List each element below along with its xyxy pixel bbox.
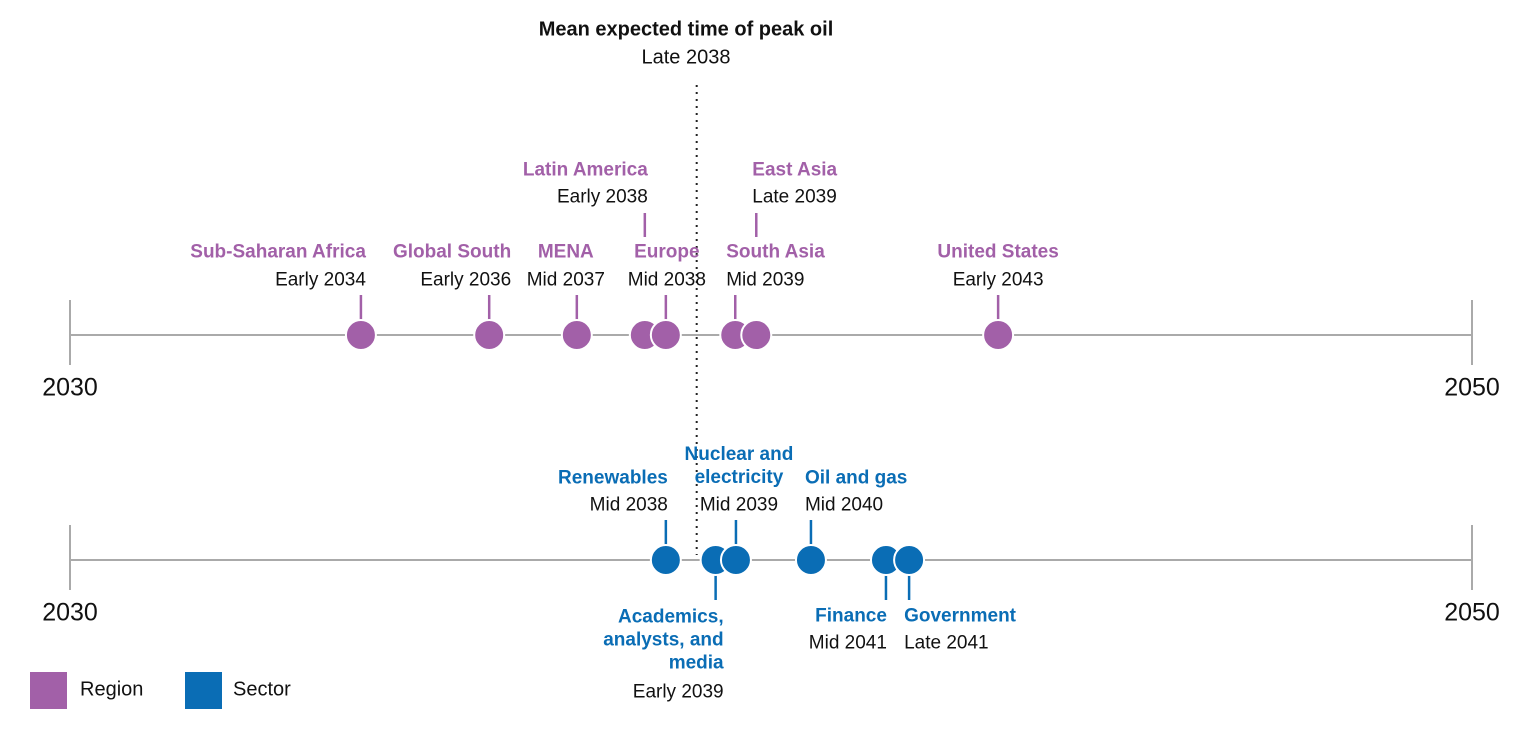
x-tick-label: 2050 [1444, 598, 1500, 627]
reference-title: Mean expected time of peak oil [538, 18, 834, 41]
legend-label: Region [80, 678, 144, 701]
point-date: Early 2038 [556, 186, 648, 208]
point-name: Government [904, 605, 1017, 627]
point-name: Renewables [558, 467, 668, 489]
point-date: Mid 2039 [699, 494, 779, 516]
reference-label: Late 2038 [641, 46, 731, 69]
point-name: Global South [392, 241, 512, 263]
point-name: Oil and gas [804, 467, 908, 489]
point [982, 319, 1015, 351]
point [893, 544, 926, 576]
point [794, 544, 827, 576]
point [740, 319, 773, 351]
point [473, 319, 506, 351]
point-name: Academics, analysts, and media [603, 606, 724, 674]
legend-swatch [185, 672, 222, 709]
legend-label: Sector [233, 678, 291, 701]
point-date: Early 2039 [632, 681, 724, 703]
point-date: Mid 2040 [804, 494, 884, 516]
x-tick-label: 2050 [1444, 373, 1500, 402]
point [719, 544, 752, 576]
point-name: South Asia [726, 241, 825, 263]
point-date: Early 2036 [420, 269, 512, 291]
point-date: Mid 2039 [726, 269, 805, 291]
point-date: Late 2041 [904, 632, 989, 654]
point-date: Early 2043 [952, 269, 1044, 291]
point [649, 319, 682, 351]
point-name: East Asia [752, 159, 838, 181]
point-name: Europe [634, 241, 700, 263]
point-name: Sub-Saharan Africa [190, 241, 366, 263]
point-date: Late 2039 [752, 186, 837, 208]
point-date: Early 2034 [275, 269, 366, 291]
point-name: United States [937, 241, 1059, 263]
point-date: Mid 2037 [526, 269, 605, 291]
point-date: Mid 2041 [808, 632, 887, 654]
point [344, 319, 377, 351]
point-name: Finance [815, 605, 887, 627]
x-tick-label: 2030 [42, 598, 98, 627]
point-name: Nuclear and electricity [684, 443, 794, 488]
x-tick-label: 2030 [42, 373, 98, 402]
legend-swatch [30, 672, 67, 709]
point-date: Mid 2038 [627, 269, 706, 291]
point [649, 544, 682, 576]
point-name: MENA [537, 241, 594, 263]
point-date: Mid 2038 [589, 494, 668, 516]
point-name: Latin America [522, 159, 648, 181]
point [560, 319, 593, 351]
